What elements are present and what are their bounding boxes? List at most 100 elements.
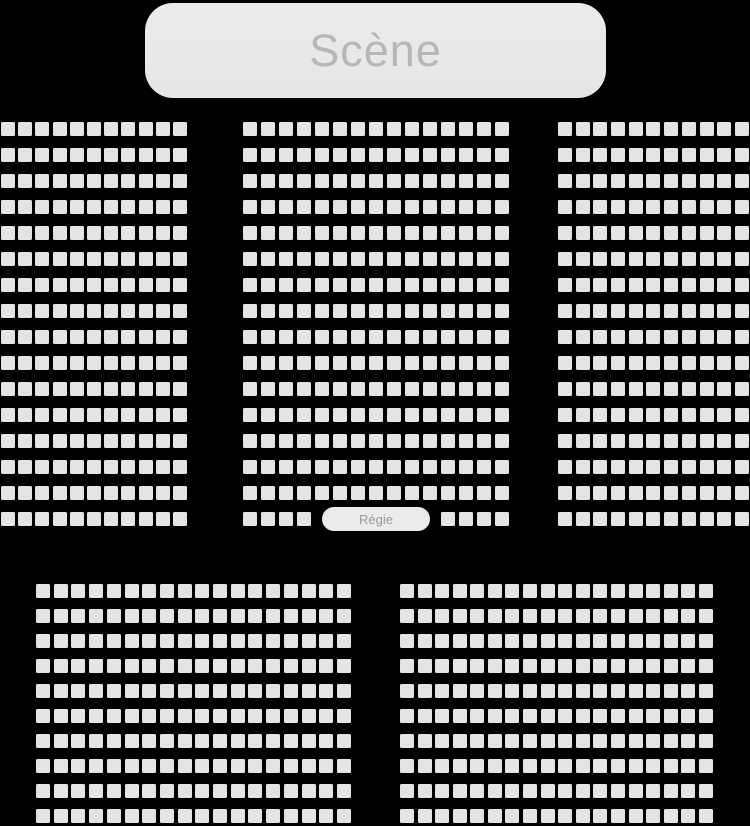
seat[interactable] <box>417 684 432 698</box>
seat[interactable] <box>611 330 626 344</box>
seat[interactable] <box>124 659 139 673</box>
seat[interactable] <box>279 278 293 292</box>
seat[interactable] <box>243 460 257 474</box>
seat[interactable] <box>159 584 174 598</box>
seat[interactable] <box>717 512 732 526</box>
seat[interactable] <box>35 382 50 396</box>
seat[interactable] <box>717 304 732 318</box>
seat[interactable] <box>243 252 257 266</box>
seat[interactable] <box>89 609 104 623</box>
seat[interactable] <box>459 460 473 474</box>
seat[interactable] <box>230 784 245 798</box>
seat[interactable] <box>243 408 257 422</box>
seat[interactable] <box>213 584 228 598</box>
seat[interactable] <box>53 584 68 598</box>
seat[interactable] <box>487 609 502 623</box>
seat[interactable] <box>558 434 572 448</box>
seat[interactable] <box>266 609 281 623</box>
seat[interactable] <box>523 659 538 673</box>
seat[interactable] <box>18 460 33 474</box>
seat[interactable] <box>610 634 625 648</box>
seat[interactable] <box>681 148 696 162</box>
seat[interactable] <box>1 200 15 214</box>
seat[interactable] <box>441 408 455 422</box>
seat[interactable] <box>36 709 50 723</box>
seat[interactable] <box>558 200 572 214</box>
seat[interactable] <box>369 304 383 318</box>
seat[interactable] <box>104 382 119 396</box>
seat[interactable] <box>172 200 187 214</box>
seat[interactable] <box>593 122 608 136</box>
seat[interactable] <box>124 784 139 798</box>
seat[interactable] <box>459 200 473 214</box>
seat[interactable] <box>664 304 679 318</box>
seat[interactable] <box>297 278 311 292</box>
seat[interactable] <box>487 584 502 598</box>
seat[interactable] <box>283 809 298 823</box>
seat[interactable] <box>734 382 749 396</box>
seat[interactable] <box>89 584 104 598</box>
seat[interactable] <box>104 512 119 526</box>
seat[interactable] <box>470 609 485 623</box>
seat[interactable] <box>558 659 573 673</box>
seat[interactable] <box>558 784 573 798</box>
seat[interactable] <box>336 584 351 598</box>
seat[interactable] <box>1 512 15 526</box>
seat[interactable] <box>35 434 50 448</box>
seat[interactable] <box>575 252 590 266</box>
seat[interactable] <box>663 634 678 648</box>
seat[interactable] <box>523 634 538 648</box>
seat[interactable] <box>104 278 119 292</box>
seat[interactable] <box>575 304 590 318</box>
seat[interactable] <box>699 408 714 422</box>
seat[interactable] <box>18 434 33 448</box>
seat[interactable] <box>172 434 187 448</box>
seat[interactable] <box>351 356 365 370</box>
seat[interactable] <box>717 278 732 292</box>
seat[interactable] <box>261 174 275 188</box>
seat[interactable] <box>441 486 455 500</box>
seat[interactable] <box>495 330 509 344</box>
seat[interactable] <box>333 174 347 188</box>
seat[interactable] <box>558 584 573 598</box>
seat[interactable] <box>470 634 485 648</box>
seat[interactable] <box>575 512 590 526</box>
seat[interactable] <box>172 148 187 162</box>
seat[interactable] <box>89 709 104 723</box>
seat[interactable] <box>71 759 86 773</box>
seat[interactable] <box>664 356 679 370</box>
seat[interactable] <box>646 356 661 370</box>
seat[interactable] <box>230 609 245 623</box>
seat[interactable] <box>611 512 626 526</box>
seat[interactable] <box>558 609 573 623</box>
seat[interactable] <box>593 304 608 318</box>
seat[interactable] <box>628 609 643 623</box>
seat[interactable] <box>266 809 281 823</box>
seat[interactable] <box>336 759 351 773</box>
seat[interactable] <box>283 784 298 798</box>
seat[interactable] <box>387 382 401 396</box>
seat[interactable] <box>477 512 491 526</box>
seat[interactable] <box>681 734 696 748</box>
seat[interactable] <box>487 659 502 673</box>
seat[interactable] <box>405 304 419 318</box>
seat[interactable] <box>441 174 455 188</box>
seat[interactable] <box>301 659 316 673</box>
seat[interactable] <box>35 356 50 370</box>
seat[interactable] <box>333 382 347 396</box>
seat[interactable] <box>297 512 311 526</box>
seat[interactable] <box>646 584 661 598</box>
seat[interactable] <box>248 734 263 748</box>
seat[interactable] <box>387 434 401 448</box>
seat[interactable] <box>52 226 67 240</box>
seat[interactable] <box>387 486 401 500</box>
seat[interactable] <box>53 759 68 773</box>
seat[interactable] <box>106 634 121 648</box>
seat[interactable] <box>495 512 509 526</box>
seat[interactable] <box>523 709 538 723</box>
seat[interactable] <box>177 709 192 723</box>
seat[interactable] <box>628 460 643 474</box>
seat[interactable] <box>400 709 414 723</box>
seat[interactable] <box>575 122 590 136</box>
seat[interactable] <box>664 486 679 500</box>
